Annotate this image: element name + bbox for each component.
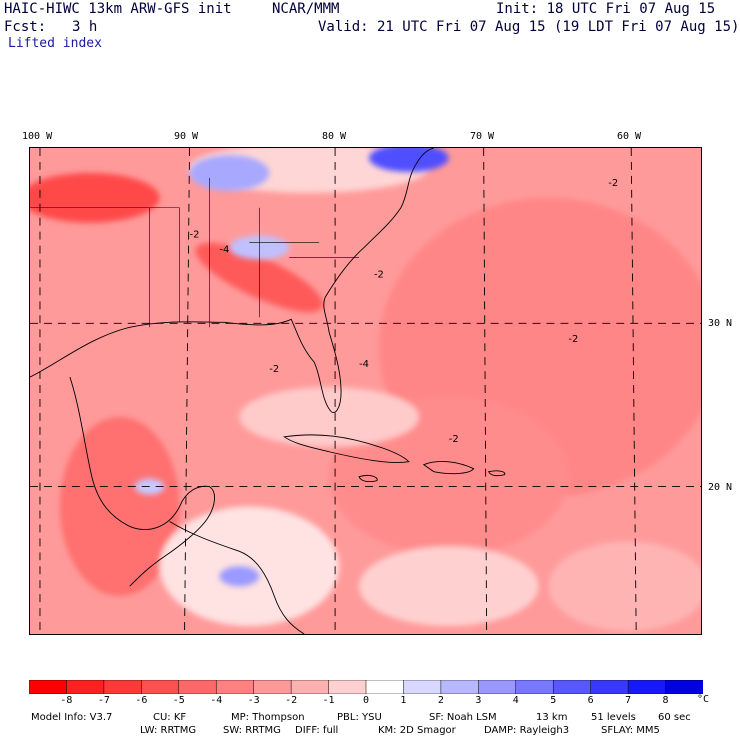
lon-label-60w: 60 W xyxy=(617,131,642,142)
colorbar-swatch xyxy=(515,680,554,694)
colorbar-swatch xyxy=(66,680,105,694)
colorbar-tick-label: 5 xyxy=(550,695,557,706)
puerto-rico xyxy=(487,470,506,477)
hispaniola xyxy=(422,461,475,475)
colorbar-tick-label: -4 xyxy=(210,695,223,706)
colorbar-tick-label: 6 xyxy=(587,695,594,706)
colorbar-swatch xyxy=(178,680,217,694)
field-patch xyxy=(30,172,160,223)
lon-label-90w: 90 W xyxy=(174,131,199,142)
colorbar-swatch xyxy=(365,680,405,694)
lat-label-20n: 20 N xyxy=(708,482,733,493)
model-info-item: 60 sec xyxy=(658,712,691,723)
colorbar-swatch xyxy=(478,680,517,694)
field-patch xyxy=(239,387,419,447)
colorbar-tick-label: -7 xyxy=(97,695,110,706)
model-info-item: KM: 2D Smagor xyxy=(378,725,456,736)
field-patch xyxy=(548,541,701,631)
model-info-item: SFLAY: MM5 xyxy=(601,725,660,736)
contour-label: -2 xyxy=(449,434,459,445)
colorbar-swatch xyxy=(403,680,442,694)
colorbar-tick-label: 7 xyxy=(625,695,632,706)
contour-label: -2 xyxy=(568,334,578,345)
model-info-item: 13 km xyxy=(536,712,568,723)
field-patch xyxy=(59,416,180,597)
contour-label: -2 xyxy=(190,230,200,241)
field-name: Lifted index xyxy=(8,36,102,51)
init-time: Init: 18 UTC Fri 07 Aug 15 xyxy=(496,1,716,17)
colorbar-tick-label: 3 xyxy=(475,695,482,706)
contour-label: -2 xyxy=(269,364,279,375)
model-info-item: MP: Thompson xyxy=(231,712,305,723)
colorbar-swatch xyxy=(253,680,292,694)
colorbar-swatch xyxy=(590,680,629,694)
model-info-item: LW: RRTMG xyxy=(140,725,197,736)
colorbar-swatch xyxy=(328,680,367,694)
valid-time: Valid: 21 UTC Fri 07 Aug 15 (19 LDT Fri … xyxy=(318,19,740,35)
jamaica xyxy=(358,475,378,483)
gulf-coast xyxy=(30,297,342,414)
forecast-hours: 3 h xyxy=(72,19,98,35)
lifted-index-map: -2 -2 -2 -2 -2 -2 -4 -4 xyxy=(29,147,702,635)
colorbar-tick-label: 8 xyxy=(662,695,669,706)
colorbar-tick-label: -5 xyxy=(172,695,185,706)
colorbar-tick-label: -1 xyxy=(322,695,335,706)
colorbar-tick-label: -3 xyxy=(247,695,260,706)
colorbar-tick-label: 0 xyxy=(362,695,370,706)
grid-line xyxy=(184,148,190,634)
colorbar-swatch xyxy=(103,680,143,694)
mexico-coast xyxy=(69,376,215,587)
contour-label: -4 xyxy=(219,245,229,256)
us-state-borders xyxy=(30,177,360,328)
field-patch xyxy=(189,154,270,191)
model-info-item: SF: Noah LSM xyxy=(429,712,497,723)
field-patch xyxy=(369,148,449,172)
lon-label-80w: 80 W xyxy=(322,131,347,142)
model-info-item: Model Info: V3.7 xyxy=(31,712,113,723)
model-info-item: DIFF: full xyxy=(295,725,339,736)
contour-label: -2 xyxy=(608,178,618,189)
colorbar-swatch xyxy=(215,680,255,694)
colorbar xyxy=(29,680,703,694)
model-info-item: DAMP: Rayleigh3 xyxy=(484,725,570,736)
lon-label-100w: 100 W xyxy=(22,131,53,142)
colorbar-swatch xyxy=(29,680,68,694)
colorbar-swatch xyxy=(440,680,480,694)
lon-label-70w: 70 W xyxy=(470,131,495,142)
contour-label: -4 xyxy=(359,359,369,370)
lat-label-30n: 30 N xyxy=(708,318,733,329)
model-title: HAIC-HIWC 13km ARW-GFS init xyxy=(4,1,232,17)
cuba xyxy=(283,434,410,463)
colorbar-tick-label: 2 xyxy=(437,695,444,706)
colorbar-swatch xyxy=(290,680,330,694)
field-patch xyxy=(359,546,539,627)
grid-line xyxy=(630,148,637,634)
model-info-item: PBL: YSU xyxy=(337,712,382,723)
colorbar-unit: °C xyxy=(697,694,710,705)
colorbar-swatch xyxy=(665,680,703,694)
colorbar-swatch xyxy=(552,680,592,694)
contour-label: -2 xyxy=(374,269,384,280)
model-info-item: 51 levels xyxy=(591,712,636,723)
model-info-item: CU: KF xyxy=(153,712,187,723)
colorbar-tick-label: -2 xyxy=(285,695,298,706)
colorbar-tick-label: -8 xyxy=(60,695,73,706)
model-info-item: SW: RRTMG xyxy=(223,725,281,736)
east-coast xyxy=(324,148,434,298)
field-patch xyxy=(159,506,340,627)
colorbar-tick-label: 4 xyxy=(512,695,519,706)
central-america xyxy=(169,521,305,634)
grid-line xyxy=(483,148,488,634)
field-patch xyxy=(219,566,260,587)
org-label: NCAR/MMM xyxy=(272,1,340,17)
colorbar-tick-label: 1 xyxy=(400,695,407,706)
forecast-label: Fcst: xyxy=(4,19,47,35)
colorbar-tick-label: -6 xyxy=(135,695,148,706)
colorbar-swatch xyxy=(141,680,180,694)
colorbar-swatch xyxy=(627,680,667,694)
